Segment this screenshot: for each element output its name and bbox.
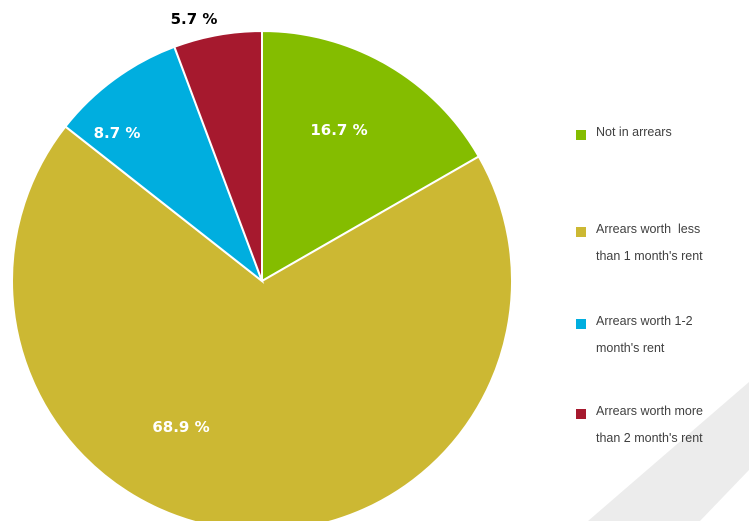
legend-label: Arrears worth more than 2 month's rent	[596, 404, 703, 445]
slice-less-than-1-month	[11, 125, 514, 521]
data-label: 5.7 %	[171, 10, 218, 28]
legend-swatch	[576, 319, 586, 329]
slice-1-2-months	[64, 45, 265, 284]
legend: Not in arrears Arrears worth less than 1…	[576, 0, 749, 521]
legend-label: Not in arrears	[596, 125, 672, 139]
slice-not-in-arrears	[261, 29, 481, 283]
legend-swatch	[576, 409, 586, 419]
legend-label: Arrears worth less than 1 month's rent	[596, 222, 703, 263]
data-label: 8.7 %	[94, 124, 141, 142]
legend-swatch	[576, 227, 586, 237]
legend-label: Arrears worth 1-2 month's rent	[596, 314, 693, 355]
data-label: 68.9 %	[152, 418, 209, 436]
data-label: 16.7 %	[310, 121, 367, 139]
slice-more-than-2-months	[173, 29, 263, 282]
legend-swatch	[576, 130, 586, 140]
